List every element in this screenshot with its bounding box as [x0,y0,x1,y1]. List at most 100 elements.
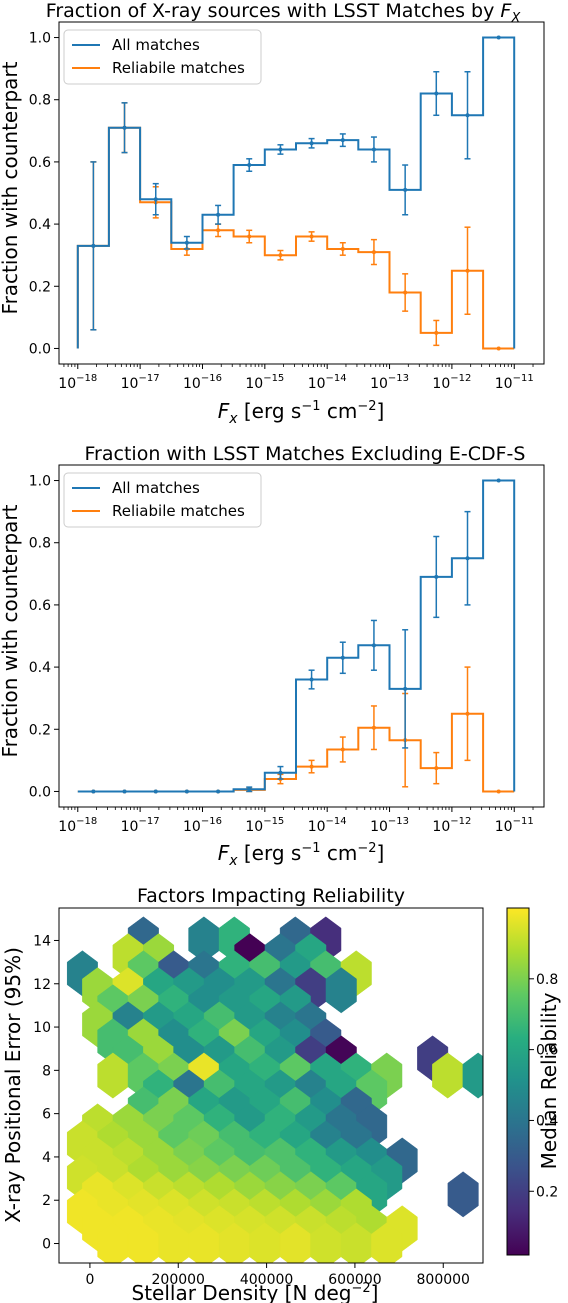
panel2-reliable-point [496,789,501,794]
panel2-all-point [216,789,221,794]
panel2-y-tick-label: 0.8 [29,536,51,552]
panel2-legend-label-reliable: Reliabile matches [112,502,245,520]
panel1-reliable-point [496,346,501,351]
panel1-y-tick-label: 0.4 [29,217,51,233]
panel2-x-tick-label: 10−12 [432,816,471,835]
panel2-y-tick-label: 0.0 [29,784,51,800]
panel2-all-point [91,789,96,794]
panel2-legend-label-all: All matches [112,479,200,497]
panel1-all-point [434,91,439,96]
colorbar [506,907,530,1256]
panel2-all-point [153,789,158,794]
panel2-all-point [340,655,345,660]
panel1-legend-label-all: All matches [112,36,200,54]
panel1-legend-label-reliable: Reliabile matches [112,59,245,77]
panel2-x-tick-label: 10−17 [121,816,160,835]
panel3-x-tick-label: 800000 [417,1272,470,1288]
panel2-all-point [496,478,501,483]
panel1-x-tick-label: 10−17 [121,373,160,392]
panel3-x-axis-label: Stellar Density [N deg−2] [132,1281,379,1303]
panel2-y-tick-label: 0.2 [29,722,51,738]
panel3-x-tick-label: 400000 [240,1272,293,1288]
panel2-x-tick-label: 10−15 [245,816,284,835]
panel3-y-tick-label: 4 [42,1150,51,1166]
panel1-all-point [184,240,189,245]
panel1-all-point [216,212,221,217]
panel1-all-point [371,147,376,152]
panel2-y-tick-label: 1.0 [29,474,51,490]
panel3-y-tick-label: 8 [42,1063,51,1079]
panel3-x-tick-label: 600000 [328,1272,381,1288]
panel2-series-all-line [77,479,516,793]
panel1-title: Fraction of X-ray sources with LSST Matc… [46,0,522,26]
panel1-series-all-line [76,36,516,349]
hexbin-cell [447,1171,479,1218]
panel2-x-tick-label: 10−16 [183,816,222,835]
panel1-x-tick-label: 10−16 [183,373,222,392]
panel3-y-axis-label: X-ray Positional Error (95%) [1,947,25,1223]
panel1-reliable-point [403,290,408,295]
panel1-reliable-point [434,330,439,335]
panel1-x-tick-label: 10−15 [245,373,284,392]
panel3-y-tick-label: 14 [33,933,51,949]
colorbar-tick-label: 0.6 [536,1043,558,1059]
panel2-reliable-point [371,725,376,730]
panel1-all-point [278,147,283,152]
hexbin-cell [325,967,357,1014]
panel1-all-point [496,35,501,40]
panel1-all-point [122,125,127,130]
panel1-all-point [465,113,470,118]
panel2-all-point [403,686,408,691]
panel2-all-point [247,787,252,792]
panel2-legend: All matches Reliabile matches [63,472,262,528]
panel2-legend-box [63,472,262,528]
hexbin-cells [66,916,483,1263]
panel1-y-tick-label: 0.6 [29,155,51,171]
panel1-axes: 0.0 0.2 0.4 0.6 0.8 1.0 10−18 10−17 10−16 10−15 10… [29,21,545,392]
panel1-x-tick-label: 10−13 [370,373,409,392]
panel1-y-tick-label: 0.0 [29,341,51,357]
panel3-plot-frame [58,907,484,1264]
panel2-reliable-point [309,764,314,769]
panel3-title: Factors Impacting Reliability [137,885,405,907]
panel1-reliable-point [465,268,470,273]
panel1-reliable-point [340,246,345,251]
colorbar-tick-label: 0.2 [536,1184,558,1200]
panel1-all-point [403,187,408,192]
panel2-axes: 0.0 0.2 0.4 0.6 0.8 1.0 10−18 10−17 10−16 10−15 10… [29,464,545,835]
panel1-x-tick-label: 10−11 [495,373,534,392]
panel2-all-point [278,770,283,775]
panel2-all-point [371,643,376,648]
panel1-all-point [91,243,96,248]
colorbar-tick-label: 0.4 [536,1113,558,1129]
panel3-y-tick-label: 6 [42,1107,51,1123]
panel2-all-point [184,789,189,794]
panel1-series-reliable-line [76,126,515,350]
panel2-plot-frame [58,464,545,808]
panel1-reliable-point [247,234,252,239]
panel2-x-tick-label: 10−14 [308,816,347,835]
panel1-reliable-point [278,253,283,258]
panel2-y-tick-label: 0.4 [29,660,51,676]
panel1-x-tick-label: 10−18 [58,373,97,392]
panel2-y-tick-label: 0.6 [29,598,51,614]
panel2-x-tick-label: 10−18 [58,816,97,835]
panel1-reliable-point [216,228,221,233]
panel1-y-tick-label: 0.2 [29,279,51,295]
hexbin-cell [462,1052,483,1099]
panel2-y-axis-label: Fraction with counterpart [0,504,22,757]
panel1-all-point [247,163,252,168]
panel1-y-tick-label: 1.0 [29,31,51,47]
panel1-all-point [340,138,345,143]
panel2-all-point [309,677,314,682]
panel1-reliable-point [309,234,314,239]
hexbin-cell [371,1222,403,1263]
panel3-y-tick-label: 2 [42,1193,51,1209]
panel3-x-tick-label: 200000 [152,1272,205,1288]
panel2-all-point [122,789,127,794]
panel2-title: Fraction with LSST Matches Excluding E-C… [85,443,526,465]
panel2-x-tick-label: 10−13 [370,816,409,835]
panel2-x-tick-label: 10−11 [495,816,534,835]
panel3-x-tick-label: 0 [85,1272,94,1288]
